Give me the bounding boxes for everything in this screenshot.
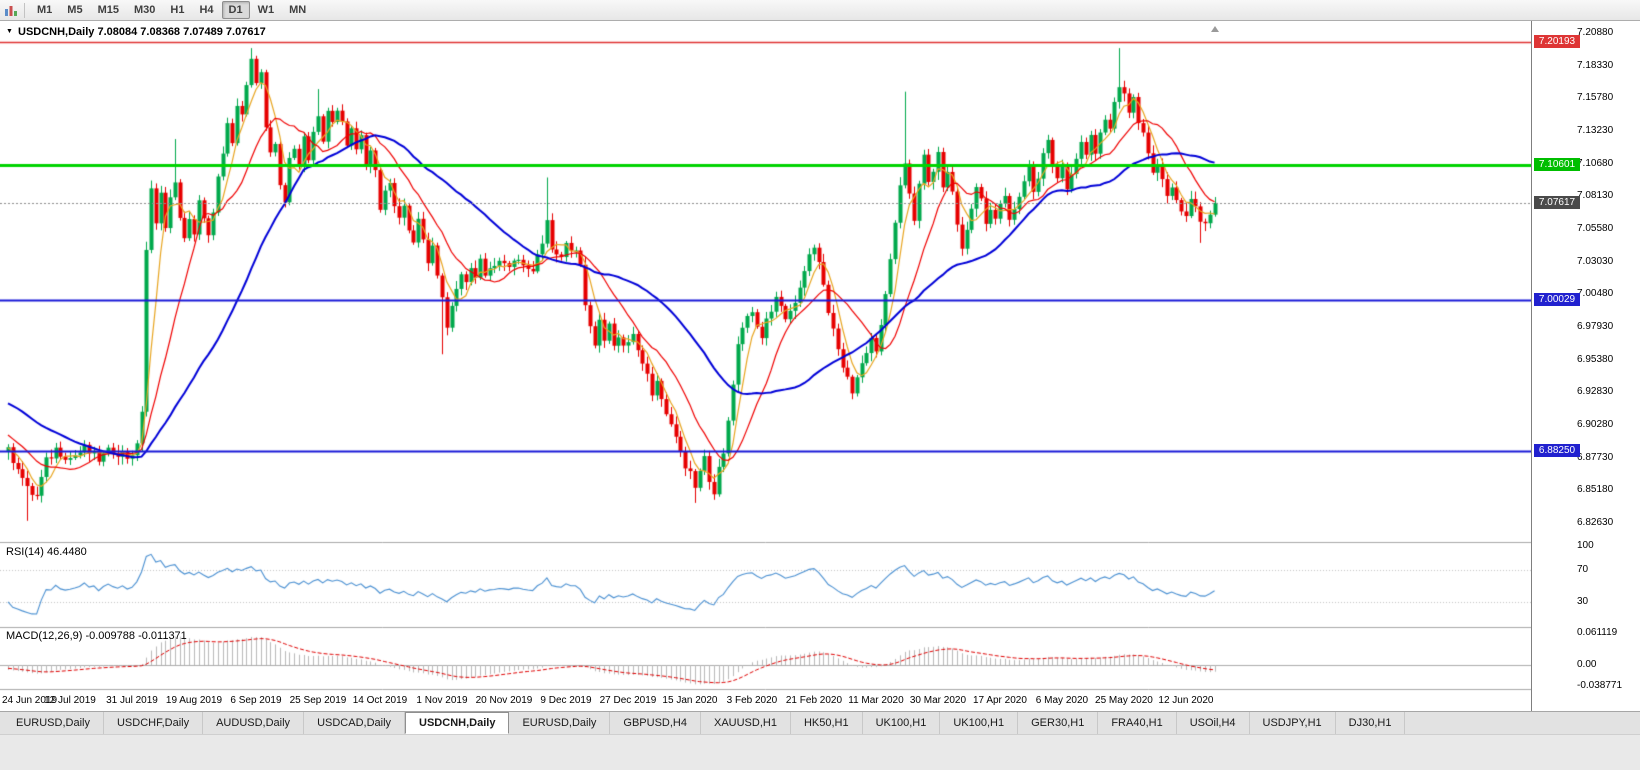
toolbar-separator: [24, 2, 25, 18]
price-tick: 7.08130: [1577, 190, 1614, 202]
date-label: 25 Sep 2019: [289, 695, 347, 706]
price-tick: 7.03030: [1577, 255, 1614, 267]
tab-gbpusd-h4[interactable]: GBPUSD,H4: [610, 712, 701, 734]
date-label: 25 May 2020: [1095, 695, 1153, 706]
tab-uk100-h1[interactable]: UK100,H1: [940, 712, 1019, 734]
date-label: 12 Jul 2019: [44, 695, 96, 706]
date-label: 19 Aug 2019: [165, 695, 223, 706]
tab-ger30-h1[interactable]: GER30,H1: [1018, 712, 1099, 734]
date-label: 21 Feb 2020: [785, 695, 843, 706]
price-tick: 7.20880: [1577, 27, 1614, 38]
hline-badge: 7.10601: [1534, 158, 1580, 171]
tab-usdcnh-daily[interactable]: USDCNH,Daily: [405, 712, 510, 734]
macd-tick: 0.061119: [1577, 626, 1618, 638]
tab-fra40-h1[interactable]: FRA40,H1: [1098, 712, 1177, 734]
price-tick: 6.95380: [1577, 353, 1614, 365]
ohlc-values: 7.08084 7.08368 7.07489 7.07617: [97, 26, 266, 38]
tab-xauusd-h1[interactable]: XAUUSD,H1: [700, 712, 791, 734]
tab-dj30-h1[interactable]: DJ30,H1: [1335, 712, 1406, 734]
timeframe-d1-button[interactable]: D1: [221, 1, 250, 19]
timeframe-m5-button[interactable]: M5: [67, 4, 83, 16]
date-label: 24 Jun 2019: [2, 695, 58, 706]
timeframe-w1-button[interactable]: W1: [257, 4, 275, 16]
price-axis: 7.20880 7.18330 7.15780 7.13230 7.10680 7.081…: [1531, 21, 1640, 711]
macd-label: MACD(12,26,9) -0.009788 -0.011371: [6, 630, 187, 642]
collapse-triangle-icon: ▼: [6, 28, 13, 35]
rsi-tick: 100: [1577, 540, 1594, 551]
price-tick: 7.05580: [1577, 222, 1614, 234]
tab-uk100-h1[interactable]: UK100,H1: [862, 712, 941, 734]
date-label: 9 Dec 2019: [540, 695, 592, 706]
hline-badge: 7.20193: [1534, 35, 1580, 48]
tab-hk50-h1[interactable]: HK50,H1: [790, 712, 863, 734]
price-tick: 6.90280: [1577, 418, 1614, 430]
price-chart-canvas[interactable]: [0, 21, 1531, 691]
macd-tick: -0.038771: [1577, 679, 1623, 691]
timeframe-m15-button[interactable]: M15: [97, 4, 119, 16]
timeframe-m30-button[interactable]: M30: [133, 4, 156, 16]
date-label: 17 Apr 2020: [972, 695, 1027, 706]
current-price-badge: 7.07617: [1534, 196, 1580, 209]
rsi-tick: 30: [1577, 596, 1589, 607]
hline-badge: 6.88250: [1534, 444, 1580, 457]
symbol-header: ▼ USDCNH,Daily 7.08084 7.08368 7.07489 7…: [6, 26, 266, 38]
tab-eurusd-daily[interactable]: EURUSD,Daily: [3, 712, 104, 734]
date-label: 31 Jul 2019: [106, 695, 158, 706]
date-axis: 24 Jun 2019 12 Jul 2019 31 Jul 2019 19 Aug …: [0, 691, 1531, 711]
price-tick: 7.00480: [1577, 288, 1614, 300]
date-label: 1 Nov 2019: [416, 695, 468, 706]
hline-badge: 7.00029: [1534, 293, 1580, 306]
tab-usdjpy-h1[interactable]: USDJPY,H1: [1249, 712, 1336, 734]
price-tick: 7.13230: [1577, 124, 1614, 136]
toolbar: M1 M5 M15 M30 H1 H4 D1 W1 MN: [0, 0, 1640, 21]
timeframe-mn-button[interactable]: MN: [289, 4, 307, 16]
symbol-label: USDCNH,Daily: [18, 26, 95, 38]
macd-tick: 0.00: [1577, 659, 1597, 670]
tab-usdcad-daily[interactable]: USDCAD,Daily: [304, 712, 406, 734]
chart-icon[interactable]: [4, 4, 18, 17]
rsi-tick: 70: [1577, 564, 1589, 575]
date-label: 20 Nov 2019: [475, 695, 533, 706]
rsi-label: RSI(14) 46.4480: [6, 546, 87, 558]
date-label: 6 Sep 2019: [230, 695, 282, 706]
chart-window: ▼ USDCNH,Daily 7.08084 7.08368 7.07489 7…: [0, 21, 1640, 711]
date-label: 6 May 2020: [1035, 695, 1089, 706]
price-tick: 7.10680: [1577, 157, 1614, 169]
tab-audusd-daily[interactable]: AUDUSD,Daily: [203, 712, 305, 734]
date-label: 11 Mar 2020: [848, 695, 904, 706]
price-tick: 6.87730: [1577, 451, 1614, 463]
date-label: 15 Jan 2020: [662, 695, 718, 706]
date-label: 27 Dec 2019: [599, 695, 657, 706]
tab-usoil-h4[interactable]: USOil,H4: [1176, 712, 1250, 734]
price-tick: 6.82630: [1577, 516, 1614, 528]
date-label: 12 Jun 2020: [1158, 695, 1214, 706]
date-label: 30 Mar 2020: [909, 695, 967, 706]
price-tick: 6.85180: [1577, 484, 1614, 496]
status-bar: [0, 734, 1640, 770]
timeframe-toolbar: M1 M5 M15 M30 H1 H4 D1 W1 MN: [30, 1, 313, 19]
tab-eurusd-daily[interactable]: EURUSD,Daily: [509, 712, 611, 734]
timeframe-h4-button[interactable]: H4: [199, 4, 214, 16]
date-label: 3 Feb 2020: [726, 695, 778, 706]
tab-usdchf-daily[interactable]: USDCHF,Daily: [103, 712, 204, 734]
price-tick: 6.97930: [1577, 320, 1614, 332]
chart-shift-marker: [1211, 26, 1219, 32]
timeframe-h1-button[interactable]: H1: [170, 4, 185, 16]
price-tick: 6.92830: [1577, 386, 1614, 398]
price-tick: 7.18330: [1577, 59, 1614, 71]
chart-tabs: EURUSD,Daily USDCHF,Daily AUDUSD,Daily USDC…: [0, 711, 1640, 734]
price-tick: 7.15780: [1577, 92, 1614, 104]
timeframe-m1-button[interactable]: M1: [37, 4, 53, 16]
date-label: 14 Oct 2019: [352, 695, 408, 706]
